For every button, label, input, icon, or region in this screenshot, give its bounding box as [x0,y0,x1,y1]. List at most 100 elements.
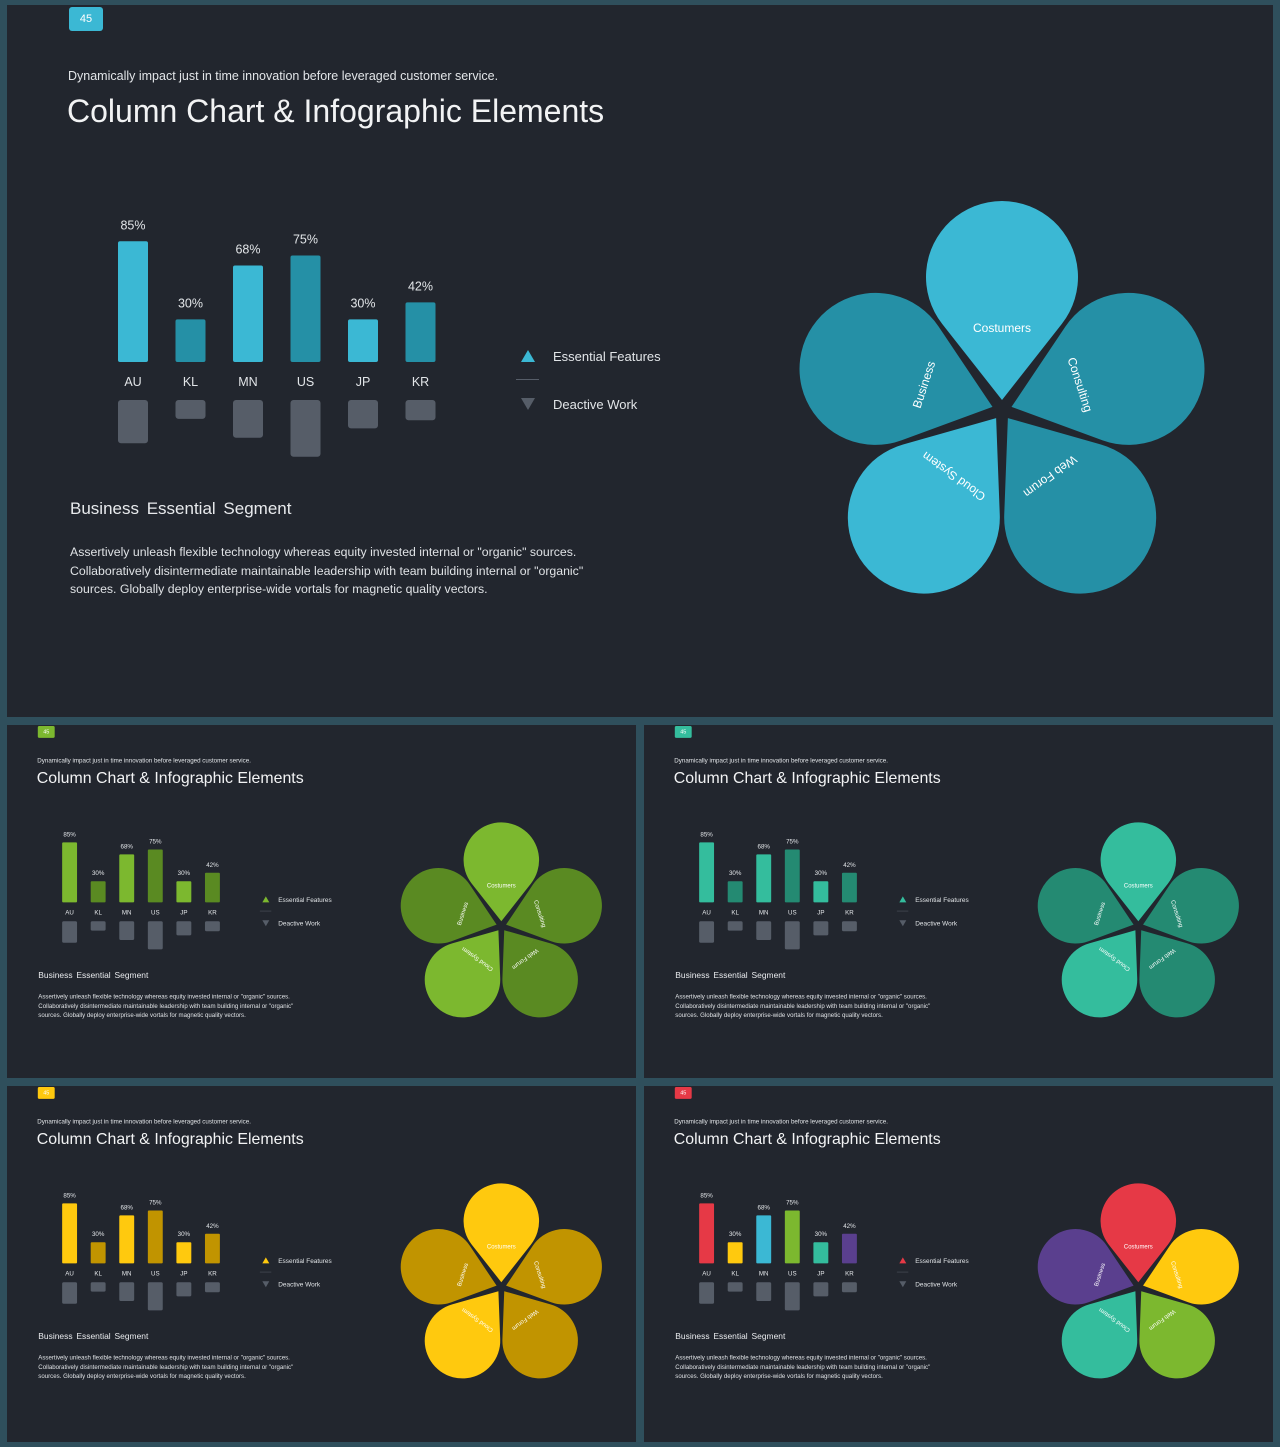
bar-deactive-kl [727,1282,743,1292]
bar-deactive-us [147,1282,163,1311]
bar-essential-kl [90,1242,106,1264]
bar-essential-mn [119,1215,135,1264]
bar-value-label: 75% [786,838,799,845]
bar-value-label: 30% [729,870,742,877]
bar-value-label: 30% [178,1231,191,1238]
petal-costumers: Costumers [463,822,540,922]
body-paragraph: Assertively unleash flexible technology … [38,1353,316,1381]
bar-deactive-mn [756,921,772,941]
body-line: sources. Globally deploy enterprise-wide… [38,1011,246,1019]
bar-essential-us [290,255,321,362]
bar-deactive-us [784,921,800,950]
petal-consulting: Consulting [1011,292,1205,445]
category-label: AU [124,375,141,389]
body-line: Collaboratively disintermediate maintain… [675,1363,931,1371]
category-label: AU [702,909,711,916]
bar-essential-kl [90,881,106,903]
legend-deactive: Deactive Work [896,1279,980,1290]
petal-shape [1139,1291,1215,1379]
bar-essential-kr [204,872,220,903]
legend-essential-label: Essential Features [915,1256,969,1265]
body-paragraph: Assertively unleash flexible technology … [38,992,316,1020]
bar-essential-mn [119,854,135,903]
bar-essential-us [147,849,163,903]
bar-essential-kl [727,1242,743,1264]
bar-deactive-jp [348,400,378,429]
petal-shape [1004,418,1157,594]
bar-essential-au [699,842,715,903]
legend-deactive: Deactive Work [896,918,980,929]
bar-deactive-jp [813,1282,829,1297]
body-line: sources. Globally deploy enterprise-wide… [675,1372,883,1380]
bar-essential-kr [841,872,857,903]
bar-essential-mn [756,1215,772,1264]
petal-shape [1143,1229,1239,1305]
chart-legend: Essential Features Deactive Work [259,894,343,929]
section-title: Business Essential Segment [38,970,149,980]
body-line: Assertively unleash flexible technology … [675,1354,927,1362]
bar-deactive-us [290,400,321,457]
triangle-up-icon [262,1257,270,1264]
bar-deactive-au [118,400,148,444]
bar-deactive-jp [176,1282,192,1297]
bar-deactive-us [147,921,163,950]
bar-essential-jp [176,881,192,903]
slide-subtitle: Dynamically impact just in time innovati… [37,1117,251,1125]
body-line: Collaboratively disintermediate maintain… [675,1002,931,1010]
bar-essential-au [118,241,148,362]
petal-shape [847,418,1000,594]
petal-shape [400,1229,497,1305]
petal-shape [1061,1291,1138,1379]
bar-value-label: 42% [408,279,433,293]
body-line: Collaboratively disintermediate maintain… [70,563,584,578]
bar-essential-jp [813,1242,829,1264]
bar-deactive-us [784,1282,800,1311]
legend-deactive: Deactive Work [259,1279,343,1290]
category-label: MN [238,375,257,389]
petal-shape [506,1229,602,1305]
petal-consulting: Consulting [1143,1229,1239,1305]
bar-essential-au [62,1203,78,1264]
triangle-down-icon [521,398,535,410]
bar-value-label: 75% [786,1199,799,1206]
legend-essential-label: Essential Features [915,895,969,904]
triangle-down-icon [262,920,270,927]
bar-deactive-au [699,1282,715,1304]
legend-essential: Essential Features [896,1255,980,1266]
legend-divider [516,379,539,380]
column-chart: 85% AU 30% KL 68% MN 75% US 30% JP 42% KR [62,831,220,950]
legend-deactive: Deactive Work [259,918,343,929]
category-label: JP [180,909,187,916]
category-label: JP [817,1270,824,1277]
bar-essential-au [699,1203,715,1264]
slide-title: Column Chart & Infographic Elements [36,768,304,787]
slide-green: 45 Dynamically impact just in time innov… [7,725,636,1078]
bar-essential-kr [204,1233,220,1264]
slide-multi: 45 Dynamically impact just in time innov… [644,1086,1273,1442]
bar-deactive-kl [727,921,743,931]
category-label: AU [702,1270,711,1277]
bar-value-label: 85% [700,1192,713,1199]
bar-value-label: 85% [700,831,713,838]
triangle-down-icon [899,1281,907,1288]
body-line: Assertively unleash flexible technology … [38,993,290,1001]
category-label: MN [122,909,132,916]
petal-label: Costumers [1124,883,1153,889]
petal-cloud-system: Cloud System [424,1291,501,1379]
bar-value-label: 75% [149,838,162,845]
bar-deactive-kr [204,1282,220,1293]
bar-deactive-mn [119,921,135,941]
category-label: KL [731,1270,739,1277]
bar-deactive-mn [233,400,263,438]
slide-subtitle: Dynamically impact just in time innovati… [674,756,888,764]
petal-business: Business [1037,1229,1134,1305]
column-chart: 85% AU 30% KL 68% MN 75% US 30% JP 42% KR [118,218,436,457]
bar-deactive-au [62,921,78,943]
page-number-badge: 45 [674,725,692,738]
category-label: KR [412,375,429,389]
bar-value-label: 30% [178,296,203,310]
bar-value-label: 30% [92,870,105,877]
petal-consulting: Consulting [506,1229,602,1305]
category-label: KL [94,909,102,916]
section-title: Business Essential Segment [38,1331,149,1341]
